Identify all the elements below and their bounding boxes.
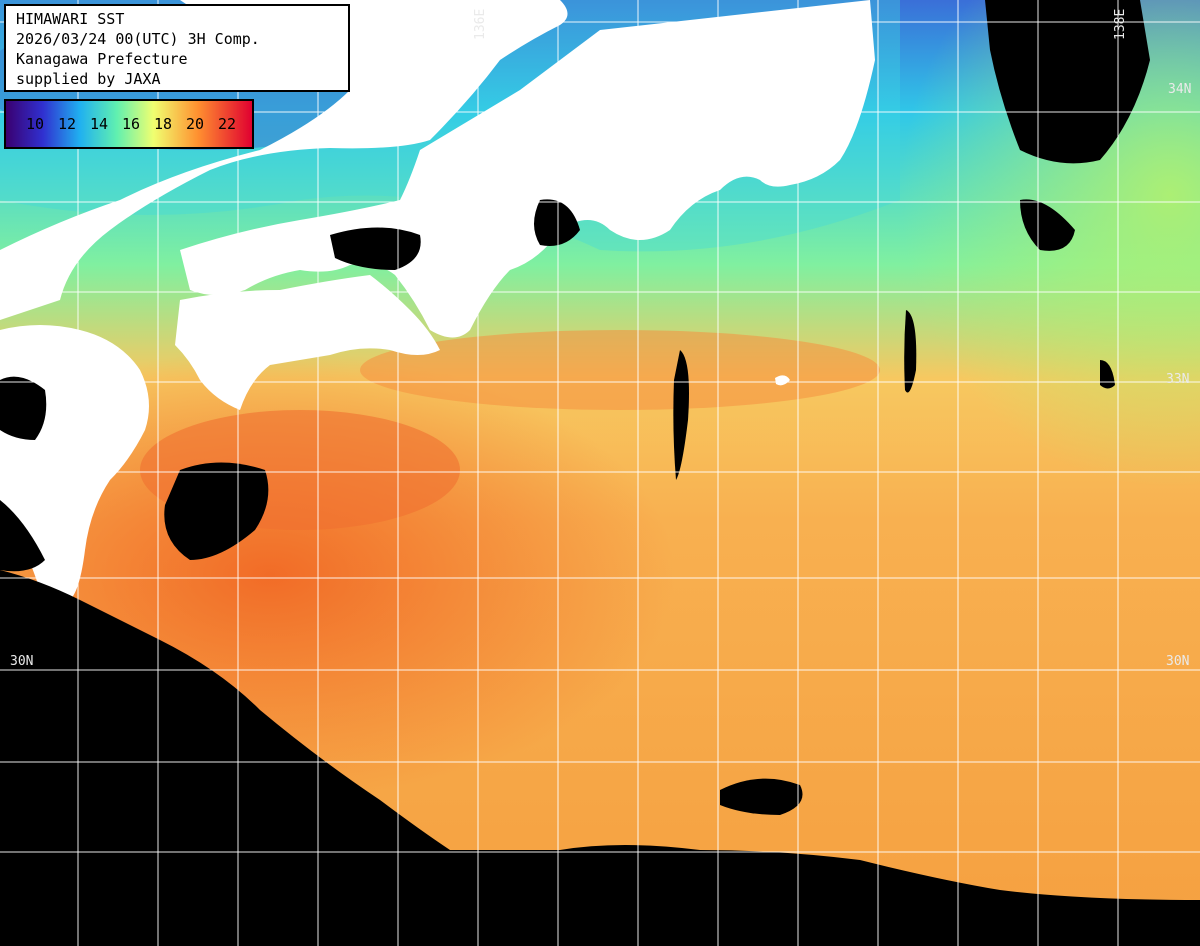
info-prefecture: Kanagawa Prefecture: [16, 50, 188, 68]
lon-label-right: 138E: [1113, 8, 1128, 40]
legend-label: 20: [186, 115, 205, 133]
legend-labels: 10 12 14 16 18 20 22: [26, 115, 250, 133]
izu-island: [775, 375, 790, 386]
lat-label-30n-right: 30N: [1166, 654, 1190, 669]
legend-label: 10: [26, 115, 45, 133]
legend-colorbar: [6, 101, 252, 147]
temperature-legend: 10 12 14 16 18 20 22: [4, 99, 254, 149]
honshu-land: [0, 0, 568, 320]
legend-label: 16: [122, 115, 141, 133]
lon-label-136e: 136E: [473, 8, 488, 40]
legend-label: 12: [58, 115, 77, 133]
lat-label-34n: 34N: [1168, 82, 1192, 97]
legend-label: 22: [218, 115, 237, 133]
info-datetime: 2026/03/24 00(UTC) 3H Comp.: [16, 30, 260, 48]
legend-label: 14: [90, 115, 109, 133]
info-supplier: supplied by JAXA: [16, 70, 161, 88]
lat-label-30n-left: 30N: [10, 654, 34, 669]
legend-label: 18: [154, 115, 173, 133]
info-title: HIMAWARI SST: [16, 10, 125, 28]
kuroshio-band: [360, 330, 880, 410]
shikoku-land: [175, 275, 440, 410]
lat-label-33n: 33N: [1166, 372, 1190, 387]
map-info-box: HIMAWARI SST 2026/03/24 00(UTC) 3H Comp.…: [4, 4, 350, 92]
